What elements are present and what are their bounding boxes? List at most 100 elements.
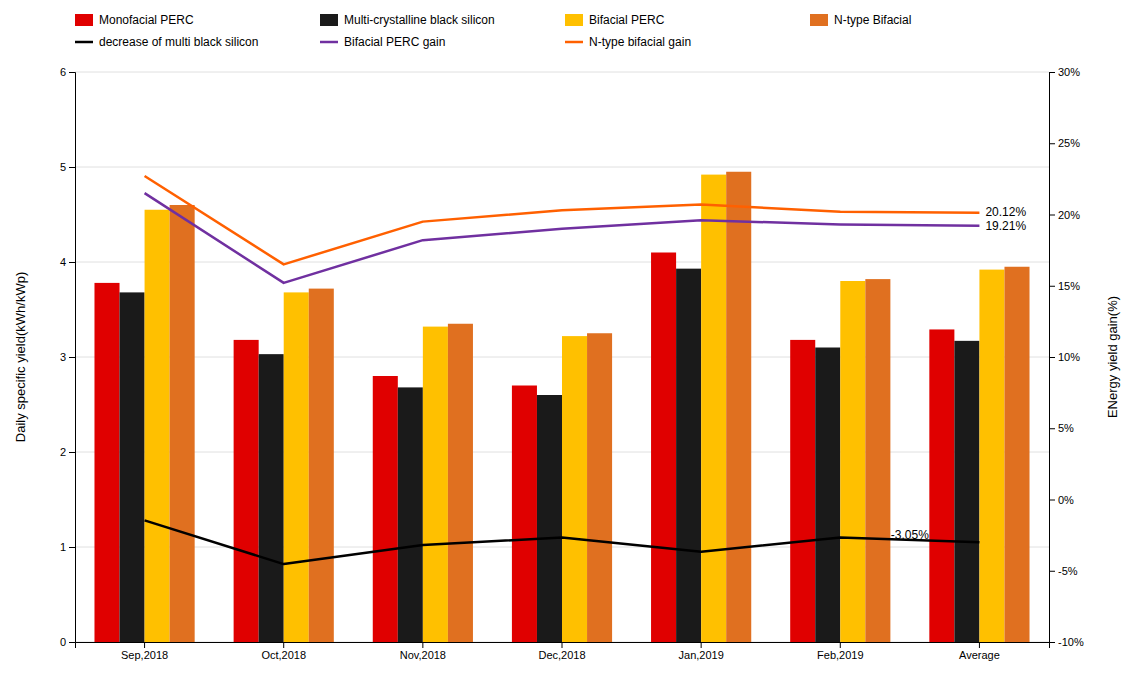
grid-line xyxy=(75,262,1049,263)
tick: 15% xyxy=(1049,280,1080,292)
legend-item: Bifacial PERC gain xyxy=(320,35,445,49)
bar xyxy=(954,341,979,642)
tick-mark xyxy=(69,452,75,453)
tick-label: -5% xyxy=(1058,565,1078,577)
tick: -10% xyxy=(1049,636,1084,648)
y2-axis-title: ENergy yield gain(%) xyxy=(1105,296,1120,418)
y-axis: 0123456 xyxy=(60,66,76,648)
tick-mark xyxy=(1049,215,1055,216)
bar-series xyxy=(94,253,954,643)
legend: Monofacial PERC Multi-crystalline black s… xyxy=(75,13,911,49)
tick: 20% xyxy=(1049,209,1080,221)
tick-label: 15% xyxy=(1058,280,1080,292)
bar xyxy=(562,336,587,642)
tick-mark xyxy=(69,72,75,73)
tick-label: 5% xyxy=(1058,422,1074,434)
bar xyxy=(790,340,815,642)
tick-label: Sep,2018 xyxy=(121,649,168,661)
tick: 5 xyxy=(60,161,75,173)
tick-mark xyxy=(979,642,980,648)
tick: 0 xyxy=(60,636,75,648)
bar xyxy=(815,348,840,643)
legend-swatch xyxy=(75,41,93,44)
tick-label: 0 xyxy=(60,636,66,648)
y2-axis: -10% -5% 0% 5% 10% 15% 20% 25% 30% xyxy=(1049,66,1084,648)
tick-label: Oct,2018 xyxy=(261,649,306,661)
legend-item: N-type bifacial gain xyxy=(565,35,691,49)
bar xyxy=(865,279,890,642)
tick: 1 xyxy=(60,541,75,553)
tick-mark xyxy=(69,547,75,548)
tick-mark xyxy=(69,167,75,168)
chart: 0123456-10%-5%0%5%10%15%20%25%30%Sep,201… xyxy=(0,0,1134,682)
x-axis: Sep,2018 Oct,2018 Nov,2018 Dec,2018 Jan,2019… xyxy=(76,642,1050,661)
legend-swatch xyxy=(810,14,828,26)
tick: 3 xyxy=(60,351,75,363)
tick-mark xyxy=(422,642,423,648)
tick-mark xyxy=(69,357,75,358)
bar-series xyxy=(145,175,1005,642)
tick-mark xyxy=(1049,571,1055,572)
marks xyxy=(94,172,1029,642)
tick: 25% xyxy=(1049,137,1080,149)
legend-item: Bifacial PERC xyxy=(565,13,665,27)
tick-mark xyxy=(69,642,75,643)
grid-line xyxy=(75,167,1049,168)
axis-line xyxy=(1050,73,1056,643)
bar xyxy=(512,386,537,643)
tick: Jan,2019 xyxy=(679,642,724,661)
plot-area: 0123456-10%-5%0%5%10%15%20%25%30%Sep,201… xyxy=(13,66,1120,661)
tick-mark xyxy=(840,642,841,648)
legend-swatch xyxy=(565,14,583,26)
annotation: 19.21% xyxy=(985,219,1026,233)
tick-mark xyxy=(1049,357,1055,358)
tick-mark xyxy=(701,642,702,648)
tick-label: 1 xyxy=(60,541,66,553)
tick-mark xyxy=(69,262,75,263)
tick-mark xyxy=(1049,286,1055,287)
tick: 0% xyxy=(1049,494,1074,506)
tick-mark xyxy=(1049,72,1055,73)
tick-label: 30% xyxy=(1058,66,1080,78)
bar xyxy=(145,210,170,642)
tick-mark xyxy=(1049,143,1055,144)
tick: Feb,2019 xyxy=(817,642,863,661)
line xyxy=(145,520,980,564)
tick-mark xyxy=(1049,500,1055,501)
tick-label: 6 xyxy=(60,66,66,78)
tick: 10% xyxy=(1049,351,1080,363)
bar xyxy=(537,395,562,642)
tick: 6 xyxy=(60,66,75,78)
legend-label: Bifacial PERC xyxy=(589,13,665,27)
tick-label: Jan,2019 xyxy=(679,649,724,661)
annotation: -3.05% xyxy=(891,528,929,542)
bar-series xyxy=(170,172,1030,642)
legend-label: Monofacial PERC xyxy=(99,13,194,27)
tick-label: Dec,2018 xyxy=(538,649,585,661)
bar xyxy=(979,270,1004,642)
bar xyxy=(373,376,398,642)
tick-mark xyxy=(562,642,563,648)
legend-swatch xyxy=(320,41,338,44)
y-axis-title: Daily specific yield(kWh/kWp) xyxy=(13,272,28,442)
tick-label: -10% xyxy=(1058,636,1084,648)
legend-label: N-type bifacial gain xyxy=(589,35,691,49)
bar xyxy=(840,281,865,642)
legend-item: decrease of multi black silicon xyxy=(75,35,258,49)
tick-label: Nov,2018 xyxy=(400,649,446,661)
bar-series xyxy=(120,269,980,642)
axis-line xyxy=(69,73,76,643)
legend-item: Multi-crystalline black silicon xyxy=(320,13,495,27)
legend-swatch xyxy=(320,14,338,26)
tick-label: 3 xyxy=(60,351,66,363)
bar xyxy=(676,269,701,642)
bar xyxy=(929,329,954,642)
axis-line xyxy=(76,643,1050,649)
tick-label: 5 xyxy=(60,161,66,173)
tick: -5% xyxy=(1049,565,1078,577)
tick: Dec,2018 xyxy=(538,642,585,661)
tick-label: 2 xyxy=(60,446,66,458)
tick-mark xyxy=(144,642,145,648)
legend-swatch xyxy=(565,41,583,44)
bar xyxy=(170,205,195,642)
